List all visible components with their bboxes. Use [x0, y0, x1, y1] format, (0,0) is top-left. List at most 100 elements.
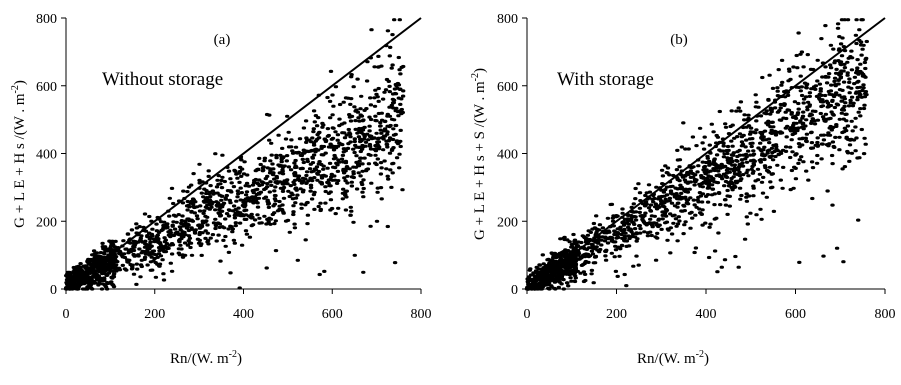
data-point — [572, 279, 577, 283]
data-point — [828, 103, 834, 108]
data-point — [809, 141, 815, 145]
data-point — [675, 205, 680, 209]
data-point — [189, 210, 194, 214]
data-point — [779, 83, 784, 87]
data-point — [191, 172, 196, 176]
data-point — [335, 169, 341, 173]
data-point — [352, 105, 357, 109]
data-point — [188, 241, 194, 245]
data-point — [169, 269, 175, 273]
data-point — [357, 159, 362, 163]
data-point — [310, 156, 315, 160]
data-point — [171, 201, 176, 206]
data-point — [229, 190, 234, 194]
data-point — [74, 265, 79, 269]
data-point — [346, 142, 351, 146]
data-point — [745, 222, 750, 226]
data-point — [815, 79, 820, 83]
data-point — [291, 180, 296, 184]
data-point — [672, 194, 678, 198]
data-point — [737, 153, 743, 157]
data-point — [161, 272, 166, 276]
data-point — [614, 214, 619, 218]
data-point — [396, 55, 401, 60]
y-tick-label: 400 — [497, 148, 518, 163]
data-point — [215, 178, 220, 182]
data-point — [273, 180, 278, 184]
data-point — [556, 252, 561, 256]
data-point — [656, 218, 661, 222]
data-point — [680, 209, 685, 213]
data-point — [367, 144, 373, 148]
data-point — [723, 122, 728, 126]
data-point — [313, 150, 318, 154]
data-point — [703, 194, 709, 198]
data-point — [333, 130, 338, 134]
data-point — [551, 255, 556, 259]
data-point — [762, 157, 767, 162]
data-point — [831, 47, 836, 51]
data-point — [694, 144, 699, 148]
data-point — [852, 75, 858, 79]
data-point — [556, 285, 561, 289]
data-point — [849, 56, 855, 60]
data-point — [620, 236, 625, 240]
data-point — [754, 128, 759, 132]
data-point — [155, 255, 160, 259]
data-point — [856, 72, 861, 76]
data-point — [702, 164, 708, 169]
data-point — [359, 180, 364, 185]
data-point — [637, 206, 643, 210]
data-point — [311, 109, 317, 113]
data-point — [216, 174, 221, 178]
data-point — [255, 205, 261, 209]
data-point — [340, 197, 345, 201]
data-point — [387, 151, 393, 155]
data-point — [226, 250, 232, 254]
data-point — [735, 179, 741, 183]
data-point — [832, 79, 837, 83]
data-point — [833, 71, 839, 75]
data-point — [837, 135, 842, 139]
y-tick-label: 800 — [36, 12, 57, 27]
data-point — [668, 226, 673, 230]
data-point — [185, 199, 190, 204]
data-point — [345, 146, 351, 150]
data-point — [746, 149, 751, 153]
data-point — [763, 138, 769, 142]
data-point — [327, 99, 333, 103]
data-point — [846, 85, 851, 89]
data-point — [219, 194, 225, 198]
data-point — [845, 124, 851, 128]
data-point — [110, 282, 115, 287]
data-point — [388, 45, 393, 50]
data-point — [352, 253, 357, 257]
data-point — [258, 162, 263, 167]
data-point — [657, 195, 662, 199]
data-point — [825, 133, 831, 137]
data-point — [187, 236, 193, 240]
data-point — [588, 230, 593, 234]
data-point — [842, 165, 848, 169]
data-point — [337, 102, 343, 107]
data-point — [162, 250, 167, 254]
data-point — [620, 207, 625, 211]
data-point — [663, 188, 668, 192]
data-point — [206, 198, 212, 202]
data-point — [176, 247, 182, 251]
data-point — [683, 220, 688, 224]
data-point — [736, 173, 741, 177]
data-point — [367, 129, 372, 133]
data-point — [847, 80, 852, 84]
data-point — [564, 272, 569, 276]
data-point — [701, 147, 707, 151]
data-point — [739, 144, 745, 148]
data-point — [663, 221, 668, 225]
data-point — [847, 91, 852, 95]
data-point — [837, 148, 842, 152]
data-point — [200, 180, 205, 184]
data-point — [820, 115, 826, 119]
data-point — [342, 136, 348, 140]
data-point — [345, 174, 350, 178]
data-point — [209, 205, 214, 209]
